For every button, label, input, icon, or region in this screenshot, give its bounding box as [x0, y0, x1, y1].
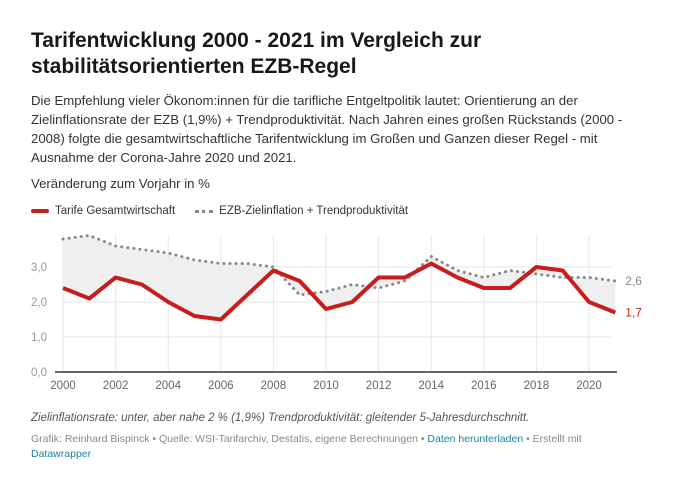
legend-label-ezb: EZB-Zielinflation + Trendproduktivität [219, 205, 409, 217]
x-tick-label: 2004 [155, 380, 181, 392]
x-tick-label: 2010 [313, 380, 339, 392]
tarife-end-label: 1,7 [625, 306, 642, 320]
x-tick-label: 2012 [366, 380, 392, 392]
x-tick-label: 2016 [471, 380, 497, 392]
chart-description: Die Empfehlung vieler Ökonom:innen für d… [31, 93, 623, 165]
chart-title: Tarifentwicklung 2000 - 2021 im Vergleic… [31, 29, 482, 78]
line-chart: 2000 2002 2004 2006 2008 2010 2012 2014 2016 2018… [31, 233, 642, 392]
created-with-text: • Erstellt mit [523, 433, 582, 445]
source-text: Grafik: Reinhard Bispinck • Quelle: WSI-… [31, 433, 428, 445]
y-tick-label: 1,0 [31, 332, 47, 344]
gap-area [63, 235, 616, 320]
y-tick-label: 0,0 [31, 367, 47, 379]
x-tick-label: 2002 [103, 380, 129, 392]
download-data-link[interactable]: Daten herunterladen [427, 433, 524, 445]
source-line: Grafik: Reinhard Bispinck • Quelle: WSI-… [31, 432, 631, 462]
chart-notes: Zielinflationsrate: unter, aber nahe 2 %… [31, 412, 530, 424]
x-tick-label: 2018 [524, 380, 550, 392]
datawrapper-link[interactable]: Datawrapper [31, 448, 92, 460]
y-tick-label: 2,0 [31, 297, 47, 309]
ezb-series-line [61, 233, 617, 297]
legend: Tarife Gesamtwirtschaft EZB-Zielinflatio… [31, 205, 408, 217]
legend-swatch-tarife [31, 209, 49, 213]
legend-label-tarife: Tarife Gesamtwirtschaft [55, 205, 176, 217]
y-tick-label: 3,0 [31, 262, 47, 274]
x-tick-label: 2008 [261, 380, 287, 392]
y-axis-label: Veränderung zum Vorjahr in % [31, 176, 210, 191]
x-tick-label: 2020 [576, 380, 602, 392]
x-tick-label: 2014 [418, 380, 444, 392]
ezb-end-label: 2,6 [625, 274, 642, 288]
x-tick-label: 2000 [50, 380, 76, 392]
x-tick-label: 2006 [208, 380, 234, 392]
tarife-series-line [62, 261, 617, 322]
legend-swatch-ezb [195, 209, 214, 213]
